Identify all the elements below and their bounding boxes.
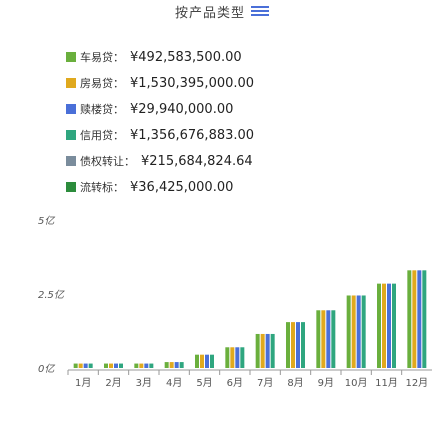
x-tick-label: 6月 <box>227 377 243 389</box>
bar[interactable] <box>149 363 154 368</box>
bar[interactable] <box>407 270 412 368</box>
legend-label: 车易贷： <box>80 51 124 64</box>
legend-value: ¥492,583,500.00 <box>130 49 242 65</box>
legend-item[interactable]: 流转标： ¥36,425,000.00 <box>66 174 254 200</box>
bar[interactable] <box>377 283 381 368</box>
x-tick-label: 9月 <box>318 377 334 389</box>
legend-swatch <box>66 78 76 88</box>
x-tick-label: 8月 <box>287 377 303 389</box>
bar-chart: 0亿 2.5亿 5亿 1月 2月 3月 4月 5月 6月 7月 8月 9月 10月 11月 12月 <box>38 215 432 389</box>
legend-swatch <box>66 182 76 192</box>
bar[interactable] <box>164 362 169 368</box>
bar[interactable] <box>200 354 204 368</box>
legend-value: ¥1,530,395,000.00 <box>130 75 255 91</box>
legend-value: ¥1,356,676,883.00 <box>130 127 255 143</box>
x-tick-label: 12月 <box>405 377 428 389</box>
bar[interactable] <box>296 322 300 368</box>
legend-item[interactable]: 车易贷： ¥492,583,500.00 <box>66 44 254 70</box>
bar[interactable] <box>205 354 209 368</box>
bar[interactable] <box>291 322 295 368</box>
legend-swatch <box>66 104 76 114</box>
bar[interactable] <box>255 333 260 368</box>
x-tick-label: 7月 <box>257 377 273 389</box>
legend-label: 赎楼贷： <box>80 103 124 116</box>
x-tick-label: 4月 <box>166 377 182 389</box>
legend-item[interactable]: 赎楼贷： ¥29,940,000.00 <box>66 96 254 122</box>
bar[interactable] <box>387 283 391 368</box>
x-tick-label: 10月 <box>345 377 368 389</box>
legend-value: ¥36,425,000.00 <box>130 179 234 195</box>
legend-value: ¥215,684,824.64 <box>141 153 253 169</box>
bar[interactable] <box>351 295 356 368</box>
y-tick-label: 5亿 <box>38 215 55 227</box>
bar[interactable] <box>174 362 179 368</box>
y-tick-label: 0亿 <box>38 363 55 375</box>
bar[interactable] <box>109 363 113 368</box>
x-tick-label: 3月 <box>136 377 152 389</box>
x-tick-label: 5月 <box>196 377 212 389</box>
bar[interactable] <box>88 363 93 368</box>
legend-label: 房易贷： <box>80 77 124 90</box>
bar[interactable] <box>225 347 230 368</box>
bar[interactable] <box>144 363 149 368</box>
bar[interactable] <box>316 310 321 368</box>
legend-swatch <box>66 52 76 62</box>
bar[interactable] <box>78 363 83 368</box>
y-tick-label: 2.5亿 <box>38 289 65 301</box>
bar[interactable] <box>361 295 366 368</box>
bar[interactable] <box>119 363 123 368</box>
bar[interactable] <box>114 363 118 368</box>
bar[interactable] <box>326 310 331 368</box>
legend-label: 债权转让： <box>80 155 135 168</box>
legend-item[interactable]: 债权转让： ¥215,684,824.64 <box>66 148 254 174</box>
legend-value: ¥29,940,000.00 <box>130 101 234 117</box>
bar[interactable] <box>382 283 386 368</box>
x-tick-label: 11月 <box>375 377 398 389</box>
legend-swatch <box>66 130 76 140</box>
x-tick-label: 1月 <box>75 377 91 389</box>
bar[interactable] <box>83 363 88 368</box>
bar[interactable] <box>179 362 184 368</box>
bar[interactable] <box>265 333 270 368</box>
bar[interactable] <box>417 270 422 368</box>
legend-swatch <box>66 156 76 166</box>
bar[interactable] <box>301 322 305 368</box>
bar[interactable] <box>235 347 240 368</box>
bar[interactable] <box>195 354 199 368</box>
legend-label: 信用贷： <box>80 129 124 142</box>
bar[interactable] <box>260 333 265 368</box>
bar[interactable] <box>230 347 235 368</box>
bar[interactable] <box>356 295 361 368</box>
legend-label: 流转标： <box>80 181 124 194</box>
chart-header: 按产品类型 <box>0 0 444 22</box>
bar[interactable] <box>331 310 336 368</box>
bar[interactable] <box>210 354 214 368</box>
bar[interactable] <box>270 333 275 368</box>
bar[interactable] <box>392 283 396 368</box>
legend-item[interactable]: 房易贷： ¥1,530,395,000.00 <box>66 70 254 96</box>
list-menu-icon[interactable] <box>251 4 269 18</box>
bar[interactable] <box>134 363 139 368</box>
legend-item[interactable]: 信用贷： ¥1,356,676,883.00 <box>66 122 254 148</box>
x-tick-label: 2月 <box>105 377 121 389</box>
bar[interactable] <box>104 363 108 368</box>
bar[interactable] <box>422 270 427 368</box>
bar[interactable] <box>139 363 144 368</box>
legend: 车易贷： ¥492,583,500.00 房易贷： ¥1,530,395,000.00… <box>66 44 254 200</box>
bar[interactable] <box>73 363 78 368</box>
bar[interactable] <box>346 295 351 368</box>
bar[interactable] <box>286 322 290 368</box>
bar[interactable] <box>169 362 174 368</box>
bar[interactable] <box>240 347 245 368</box>
bar[interactable] <box>412 270 417 368</box>
chart-title: 按产品类型 <box>174 5 245 21</box>
bar[interactable] <box>321 310 326 368</box>
